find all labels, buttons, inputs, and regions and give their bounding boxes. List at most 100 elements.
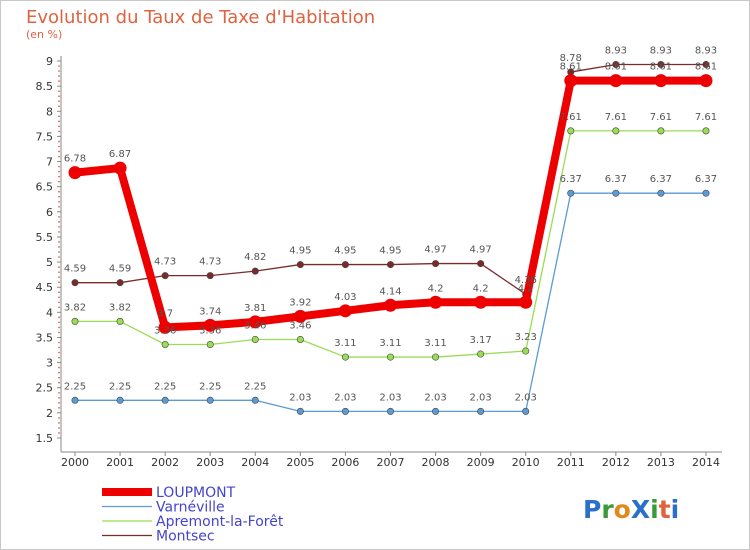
data-point bbox=[341, 261, 349, 269]
data-label: 3.36 bbox=[154, 326, 176, 337]
data-label: 4.73 bbox=[199, 257, 221, 268]
legend-entry: Montsec bbox=[156, 529, 215, 545]
y-minor-tick bbox=[58, 180, 60, 183]
data-label: 7.61 bbox=[695, 112, 717, 123]
data-point bbox=[657, 127, 665, 135]
data-point bbox=[71, 279, 79, 287]
data-label: 3.17 bbox=[469, 335, 491, 346]
y-minor-tick bbox=[58, 130, 60, 133]
data-point bbox=[341, 353, 349, 361]
y-minor-tick bbox=[58, 316, 60, 319]
data-point bbox=[206, 272, 214, 280]
y-minor-tick bbox=[58, 65, 60, 67]
data-point bbox=[519, 295, 533, 309]
data-label: 8.61 bbox=[650, 62, 672, 73]
y-tick-label: 2.5 bbox=[36, 382, 54, 395]
data-label: 2.03 bbox=[334, 392, 356, 403]
data-label: 4.59 bbox=[64, 264, 86, 275]
data-point bbox=[612, 127, 620, 135]
y-minor-tick bbox=[58, 70, 60, 72]
y-minor-tick bbox=[58, 140, 60, 143]
y-minor-tick bbox=[58, 351, 60, 354]
y-tick-label: 8.5 bbox=[36, 80, 54, 93]
data-label: 6.37 bbox=[560, 174, 582, 185]
y-minor-tick bbox=[58, 356, 60, 359]
y-minor-tick bbox=[58, 346, 60, 349]
data-label: 3.74 bbox=[199, 306, 221, 317]
data-point bbox=[657, 61, 665, 69]
legend: LOUPMONTVarnévilleApremont-la-ForêtMonts… bbox=[102, 485, 284, 545]
data-point bbox=[432, 407, 440, 415]
data-point bbox=[341, 407, 349, 415]
y-minor-tick bbox=[58, 391, 60, 394]
data-point bbox=[251, 396, 259, 404]
y-minor-tick bbox=[58, 205, 60, 208]
data-label: 4.14 bbox=[379, 286, 401, 297]
data-label: 4.2 bbox=[428, 283, 444, 294]
data-label: 4.95 bbox=[289, 246, 311, 257]
y-minor-tick bbox=[58, 125, 60, 128]
data-label: 2.25 bbox=[199, 381, 221, 392]
y-minor-tick bbox=[58, 306, 60, 309]
y-minor-tick bbox=[58, 221, 60, 223]
axes: 1.5 2 2.5 3 3.5 4 4.5 5 5.5 6 6.5 7 7.5 8 8.5 9 2000 2001… bbox=[36, 55, 722, 469]
y-tick-label: 7.5 bbox=[36, 130, 54, 143]
data-label: 4.59 bbox=[109, 264, 131, 275]
data-label: 3.82 bbox=[109, 302, 131, 313]
data-label: 3.46 bbox=[244, 320, 266, 331]
data-point bbox=[113, 161, 127, 175]
y-minor-tick bbox=[58, 291, 60, 294]
y-tick-label: 8 bbox=[46, 105, 53, 118]
data-point bbox=[522, 407, 530, 415]
data-label: 6.37 bbox=[650, 174, 672, 185]
legend-entry: Varnéville bbox=[156, 500, 225, 516]
y-minor-tick bbox=[58, 376, 60, 379]
y-minor-tick bbox=[58, 241, 60, 243]
data-label: 6.37 bbox=[605, 174, 627, 185]
y-minor-tick bbox=[58, 276, 60, 278]
data-label: 2.25 bbox=[109, 381, 131, 392]
data-point bbox=[383, 298, 397, 312]
data-point bbox=[386, 353, 394, 361]
data-label: 7.61 bbox=[560, 112, 582, 123]
y-minor-tick bbox=[58, 266, 60, 268]
x-tick-label: 2013 bbox=[647, 456, 675, 469]
data-label: 4.73 bbox=[154, 257, 176, 268]
data-point bbox=[612, 189, 620, 197]
data-point bbox=[477, 407, 485, 415]
data-point bbox=[702, 127, 710, 135]
y-minor-tick bbox=[58, 432, 60, 434]
data-label: 4.82 bbox=[244, 252, 266, 263]
data-label: 4.2 bbox=[518, 283, 534, 294]
x-tick-label: 2000 bbox=[61, 456, 89, 469]
y-minor-tick bbox=[58, 301, 60, 304]
y-tick-label: 1.5 bbox=[36, 432, 54, 445]
data-point bbox=[338, 304, 352, 318]
x-tick-label: 2006 bbox=[331, 456, 359, 469]
data-label: 8.61 bbox=[605, 62, 627, 73]
y-minor-tick bbox=[58, 100, 60, 103]
y-minor-tick bbox=[58, 80, 60, 82]
data-label: 8.78 bbox=[560, 53, 582, 64]
data-point bbox=[296, 335, 304, 343]
y-minor-tick bbox=[58, 331, 60, 334]
data-label: 3.46 bbox=[289, 320, 311, 331]
y-tick-label: 4.5 bbox=[36, 281, 54, 294]
proxiti-logo: ProXiti bbox=[583, 495, 679, 524]
data-label: 3.82 bbox=[64, 302, 86, 313]
data-label: 3.7 bbox=[157, 308, 173, 319]
data-point bbox=[71, 317, 79, 325]
x-tick-label: 2002 bbox=[151, 456, 179, 469]
y-minor-tick bbox=[58, 371, 60, 374]
data-point bbox=[474, 295, 488, 309]
y-minor-tick bbox=[58, 381, 60, 384]
data-point bbox=[699, 74, 713, 88]
logo-text: ProXiti bbox=[583, 495, 679, 524]
y-minor-tick bbox=[58, 200, 60, 203]
y-minor-tick bbox=[58, 366, 60, 369]
data-point bbox=[206, 341, 214, 349]
data-point bbox=[609, 74, 623, 88]
y-tick-label: 9 bbox=[46, 55, 53, 68]
